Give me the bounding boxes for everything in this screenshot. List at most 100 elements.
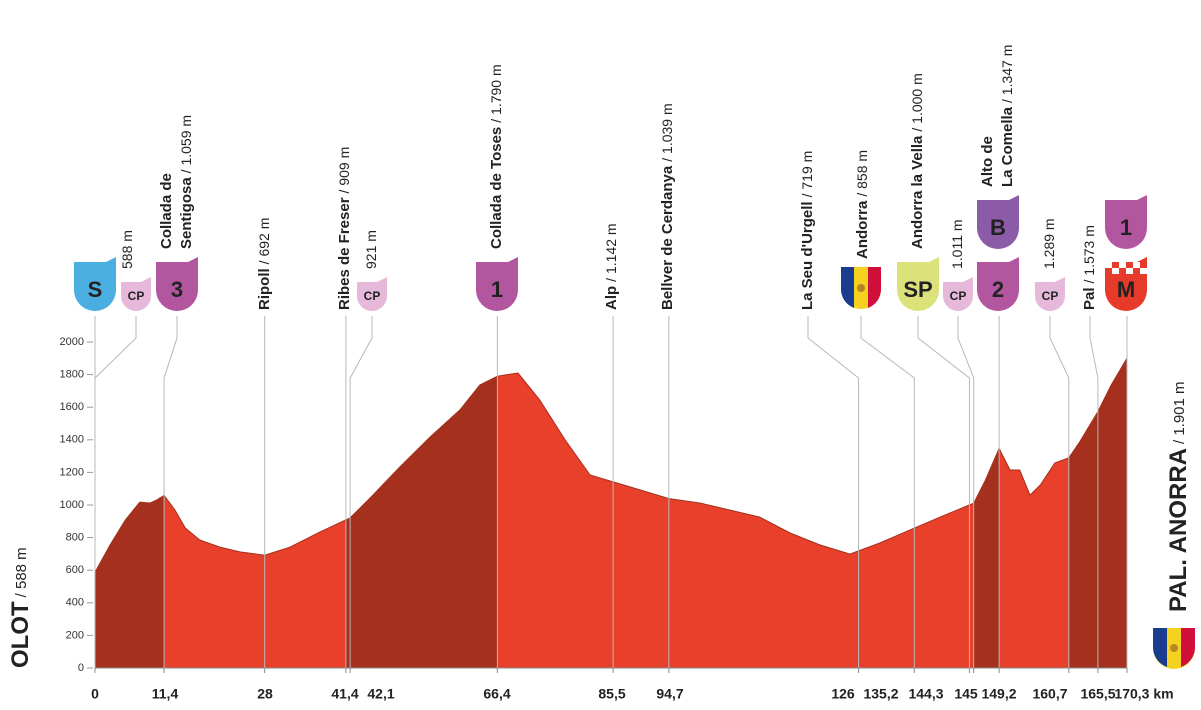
waypoint-altitude: / 858 m [854, 150, 870, 197]
badge-label: CP [364, 289, 381, 303]
y-tick-label: 1600 [60, 401, 84, 413]
badge-label: 2 [992, 277, 1004, 302]
waypoint-altitude: / 1.347 m [999, 45, 1015, 103]
waypoint-label: Pal / 1.573 m [1081, 225, 1098, 310]
profile-line [94, 357, 1128, 573]
badge-shape [156, 257, 198, 311]
badge-label: S [88, 277, 103, 302]
x-tick-label: 135,2 [863, 686, 898, 702]
waypoint-label: Ribes de Freser / 909 m [336, 147, 353, 310]
badge-label: B [990, 215, 1006, 240]
waypoint-name: Andorra [854, 200, 871, 259]
waypoint-altitude: 1.289 m [1041, 218, 1057, 269]
waypoint-label: La Seu d'Urgell / 719 m [799, 151, 816, 310]
badge-label: M [1117, 277, 1135, 302]
start-altitude: / 588 m [13, 547, 30, 597]
checker [1140, 268, 1147, 274]
connector [1089, 316, 1099, 668]
waypoint: CP 1.289 m [1035, 218, 1070, 668]
badge-label: SP [903, 277, 932, 302]
y-tick-label: 400 [66, 597, 84, 609]
waypoint-label: Andorra / 858 m [854, 150, 871, 259]
y-tick-label: 200 [66, 629, 84, 641]
waypoint-name: Alto de [979, 136, 996, 187]
badge-label: CP [950, 289, 967, 303]
y-tick-label: 600 [66, 564, 84, 576]
checker [1112, 268, 1119, 274]
checker [1119, 262, 1126, 268]
checker [1105, 262, 1112, 268]
waypoint: Ripoll / 692 m [256, 218, 273, 668]
x-tick-label: 85,5 [598, 686, 625, 702]
waypoint-altitude: / 1.039 m [659, 103, 675, 161]
waypoint-name: Ribes de Freser [336, 197, 353, 310]
waypoint: CP 1.011 m [943, 219, 975, 668]
waypoint-name: Andorra la Vella [909, 135, 926, 249]
x-tick-label: 0 [91, 686, 99, 702]
waypoint: 2 B Alto de La Comella / 1.347 m [977, 45, 1019, 668]
checker [1126, 268, 1133, 274]
checker [1133, 262, 1140, 268]
start-label: OLOT / 588 m [7, 547, 34, 668]
badge-shape [977, 195, 1019, 249]
waypoint-label: Collada de [158, 173, 175, 249]
waypoint-label: Bellver de Cerdanya / 1.039 m [659, 103, 676, 310]
connector [163, 316, 178, 668]
badge-shape [476, 257, 518, 311]
x-tick-label: 170,3 km [1114, 686, 1173, 702]
altitude: 1.011 m [949, 219, 965, 269]
waypoint: Pal / 1.573 m [1081, 225, 1099, 668]
waypoint-label: Andorra la Vella / 1.000 m [909, 73, 926, 249]
y-tick-label: 0 [78, 662, 84, 674]
y-tick-label: 2000 [60, 336, 84, 348]
badge-label: CP [1042, 289, 1059, 303]
connector [860, 316, 915, 668]
y-tick-label: 1200 [60, 466, 84, 478]
badge-shape [977, 257, 1019, 311]
x-tick-label: 41,4 [331, 686, 358, 702]
waypoint-name: Ripoll [256, 268, 273, 310]
waypoint-altitude: / 1.059 m [178, 115, 194, 173]
start-name: OLOT [7, 601, 34, 668]
waypoint-altitude: / 1.142 m [603, 223, 619, 281]
waypoint-name: La Seu d'Urgell [799, 201, 816, 310]
waypoint-altitude: / 719 m [799, 151, 815, 198]
connector [94, 316, 137, 668]
waypoint-label: Sentigosa / 1.059 m [178, 115, 195, 249]
waypoint-label: Ripoll / 692 m [256, 218, 273, 310]
x-tick-label: 66,4 [483, 686, 510, 702]
badge-shape [74, 257, 116, 311]
flag-blue [840, 267, 854, 308]
connector [807, 316, 860, 668]
connector [917, 316, 970, 668]
waypoint-altitude: / 1.000 m [909, 73, 925, 131]
x-tick-label: 165,5 [1080, 686, 1115, 702]
finish-label: PAL. ANORRA / 1.901 m [1165, 381, 1192, 612]
waypoint: M1 [1105, 195, 1147, 668]
connector [1049, 316, 1070, 668]
x-tick-label: 94,7 [656, 686, 683, 702]
waypoint: CP 588 m [94, 230, 151, 668]
waypoint: SP Andorra la Vella / 1.000 m [897, 73, 970, 668]
waypoint: 3 Collada de Sentigosa / 1.059 m [156, 115, 198, 668]
waypoint-name: Pal [1081, 287, 1098, 310]
finish-altitude: / 1.901 m [1171, 381, 1188, 444]
badge-shape [1035, 277, 1065, 311]
badge-shape [1105, 195, 1147, 249]
waypoint-name: Alp [603, 286, 620, 310]
connector [957, 316, 975, 668]
waypoint-label: Alp / 1.142 m [603, 223, 620, 310]
x-tick-label: 42,1 [367, 686, 394, 702]
altitude: 588 m [119, 230, 135, 269]
waypoint-altitude: / 909 m [336, 147, 352, 194]
badge-shape [943, 277, 973, 311]
finish-name: PAL. ANORRA [1165, 448, 1192, 612]
y-tick-label: 1000 [60, 499, 84, 511]
finish-flag [1153, 628, 1195, 669]
waypoint-altitude: / 1.573 m [1081, 225, 1097, 283]
waypoint-label: Collada de Toses / 1.790 m [488, 64, 505, 249]
waypoint: Andorra / 858 m [840, 150, 915, 668]
waypoint: La Seu d'Urgell / 719 m [799, 151, 860, 668]
waypoint: Bellver de Cerdanya / 1.039 m [659, 103, 676, 668]
